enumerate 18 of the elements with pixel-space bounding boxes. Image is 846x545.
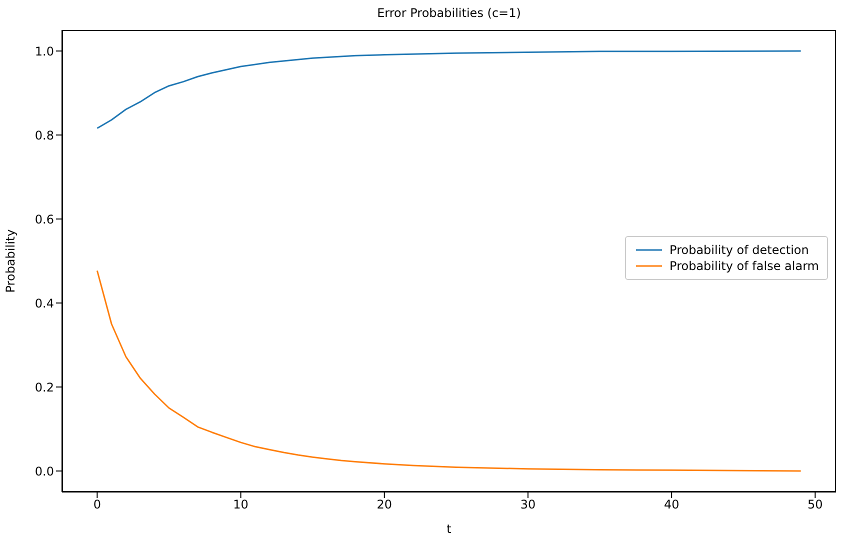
x-tick-label: 30 — [520, 498, 536, 512]
x-tick-label: 20 — [376, 498, 392, 512]
legend-label: Probability of detection — [670, 243, 809, 257]
y-axis-title: Probability — [3, 229, 18, 293]
y-tick-label: 0.6 — [34, 212, 54, 226]
x-tick-label: 0 — [93, 498, 101, 512]
y-tick-label: 1.0 — [34, 44, 54, 58]
y-tick-label: 0.0 — [34, 464, 54, 478]
x-tick-label: 50 — [808, 498, 823, 512]
line-series — [96, 50, 802, 130]
x-axis-title: t — [446, 522, 452, 536]
legend-label: Probability of false alarm — [670, 259, 819, 273]
x-tick-label: 40 — [664, 498, 680, 512]
chart-title: Error Probabilities (c=1) — [376, 6, 522, 20]
y-tick-label: 0.2 — [34, 380, 54, 394]
y-tick-label: 0.8 — [34, 128, 54, 142]
x-tick-label: 10 — [233, 498, 248, 512]
y-tick-label: 0.4 — [34, 296, 54, 310]
